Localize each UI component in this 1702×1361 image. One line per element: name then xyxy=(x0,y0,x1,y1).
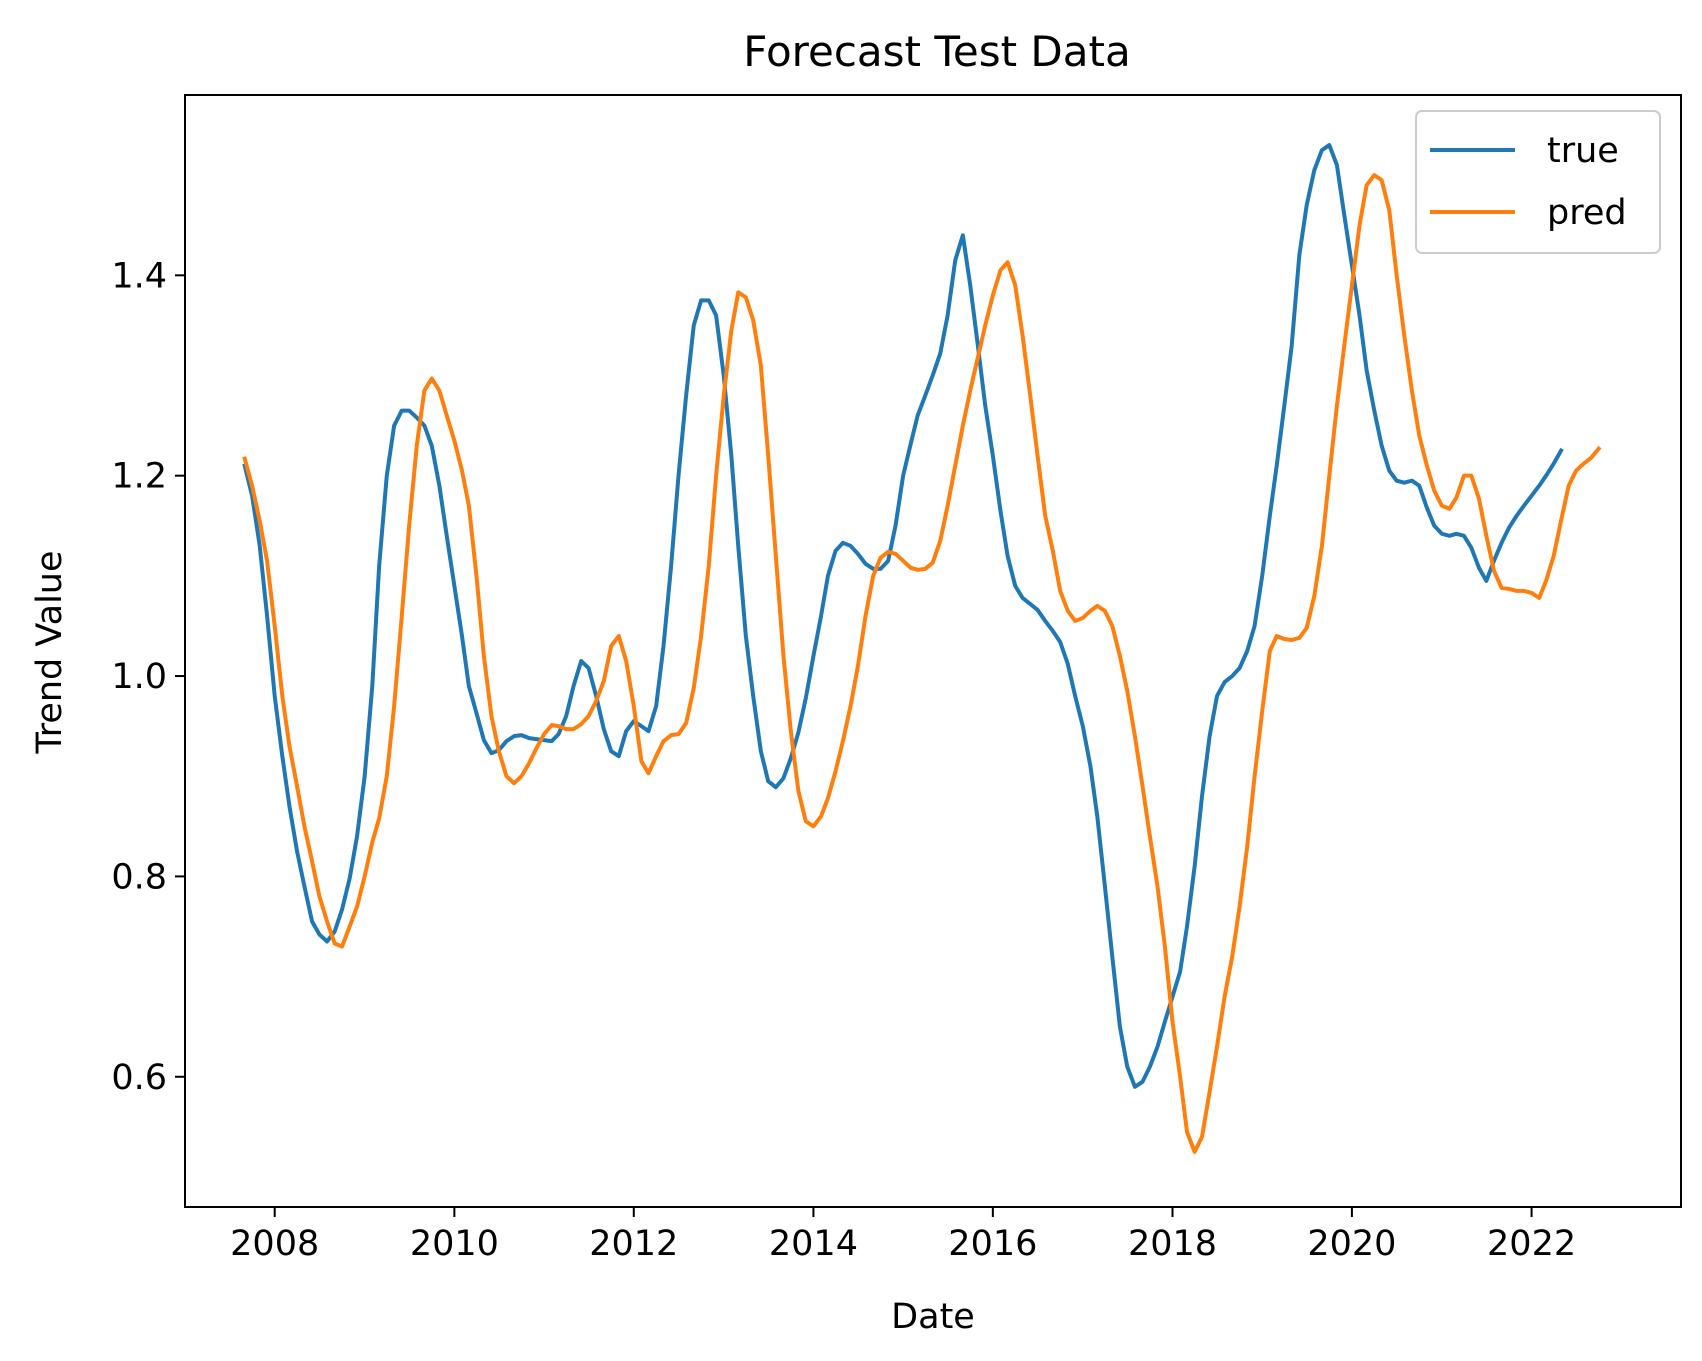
y-tick-label: 1.0 xyxy=(111,657,167,697)
y-tick-label: 0.8 xyxy=(111,857,167,897)
legend-box xyxy=(1415,110,1661,254)
legend-label-true: true xyxy=(1547,131,1619,171)
series-group xyxy=(242,143,1602,1154)
x-tick-label: 2016 xyxy=(948,1224,1037,1264)
x-axis: 2008 2010 2012 2014 2016 2018 2020 2022 xyxy=(230,1207,1576,1264)
y-axis: 0.6 0.8 1.0 1.2 1.4 xyxy=(111,256,185,1098)
chart-title: Forecast Test Data xyxy=(743,27,1130,76)
y-axis-label: Trend Value xyxy=(30,550,70,754)
x-tick-label: 2020 xyxy=(1307,1224,1396,1264)
x-tick-label: 2010 xyxy=(410,1224,499,1264)
y-tick-label: 1.2 xyxy=(111,457,167,497)
series-line-true xyxy=(242,143,1564,1089)
plot-frame xyxy=(184,94,1682,1208)
series-line-pred xyxy=(242,173,1602,1154)
y-tick-label: 0.6 xyxy=(111,1058,167,1098)
x-axis-label: Date xyxy=(891,1297,975,1337)
x-tick-label: 2022 xyxy=(1487,1224,1576,1264)
x-tick-label: 2012 xyxy=(589,1224,678,1264)
x-tick-label: 2018 xyxy=(1128,1224,1217,1264)
y-tick-label: 1.4 xyxy=(111,256,167,296)
legend-label-pred: pred xyxy=(1547,193,1627,233)
legend: true pred xyxy=(1415,110,1661,254)
x-tick-label: 2008 xyxy=(230,1224,319,1264)
x-tick-label: 2014 xyxy=(769,1224,858,1264)
